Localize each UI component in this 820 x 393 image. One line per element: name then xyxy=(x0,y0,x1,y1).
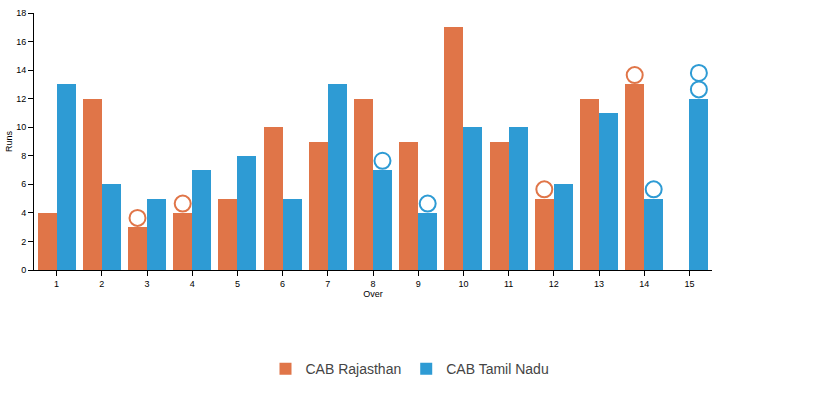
svg-text:14: 14 xyxy=(639,279,649,289)
svg-text:1: 1 xyxy=(54,279,59,289)
svg-text:14: 14 xyxy=(16,65,26,75)
svg-text:6: 6 xyxy=(280,279,285,289)
svg-text:4: 4 xyxy=(21,208,26,218)
svg-text:5: 5 xyxy=(235,279,240,289)
svg-text:10: 10 xyxy=(458,279,468,289)
svg-text:0: 0 xyxy=(21,265,26,275)
svg-text:18: 18 xyxy=(16,8,26,18)
svg-text:8: 8 xyxy=(370,279,375,289)
svg-text:15: 15 xyxy=(684,279,694,289)
svg-text:2: 2 xyxy=(99,279,104,289)
svg-text:2: 2 xyxy=(21,237,26,247)
svg-text:9: 9 xyxy=(416,279,421,289)
svg-text:11: 11 xyxy=(504,279,513,289)
svg-text:CAB Rajasthan: CAB Rajasthan xyxy=(306,361,402,377)
svg-text:16: 16 xyxy=(16,37,26,47)
svg-text:12: 12 xyxy=(16,94,26,104)
svg-text:Runs: Runs xyxy=(4,130,14,152)
svg-text:3: 3 xyxy=(144,279,149,289)
svg-text:8: 8 xyxy=(21,151,26,161)
svg-text:Over: Over xyxy=(363,289,383,299)
svg-text:13: 13 xyxy=(594,279,604,289)
svg-text:7: 7 xyxy=(325,279,330,289)
svg-text:6: 6 xyxy=(21,179,26,189)
svg-text:10: 10 xyxy=(16,122,26,132)
svg-text:12: 12 xyxy=(549,279,559,289)
svg-text:4: 4 xyxy=(190,279,195,289)
svg-text:CAB Tamil Nadu: CAB Tamil Nadu xyxy=(446,361,548,377)
